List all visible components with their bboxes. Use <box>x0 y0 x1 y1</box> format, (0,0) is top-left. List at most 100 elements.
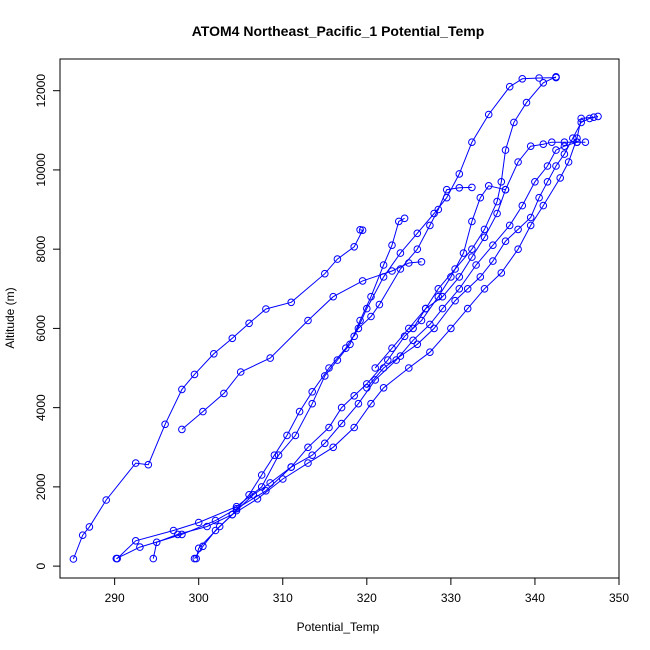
data-point <box>304 316 312 325</box>
series-8 <box>371 138 581 372</box>
data-point <box>548 138 556 146</box>
data-point <box>396 249 405 257</box>
data-point <box>413 245 422 253</box>
data-point <box>371 364 380 372</box>
data-point <box>220 389 228 398</box>
data-point <box>405 324 413 333</box>
data-point <box>131 537 140 545</box>
data-point <box>522 98 531 107</box>
data-point <box>149 554 158 563</box>
data-point <box>350 243 359 251</box>
data-point <box>321 372 329 380</box>
y-tick-label: 6000 <box>34 315 48 342</box>
data-point <box>535 74 543 82</box>
data-point <box>426 320 434 329</box>
series-4 <box>190 183 476 563</box>
data-point <box>136 543 144 551</box>
data-point <box>438 304 447 313</box>
data-point <box>295 407 304 416</box>
data-point <box>169 526 178 535</box>
data-point <box>543 162 552 170</box>
data-point <box>325 364 333 372</box>
x-tick-label: 350 <box>609 591 629 605</box>
series-line <box>72 229 364 560</box>
data-point <box>161 420 169 429</box>
data-point <box>468 138 476 146</box>
data-point <box>552 73 560 81</box>
data-point <box>236 368 245 376</box>
data-point <box>484 182 493 190</box>
data-point <box>152 538 161 547</box>
data-point <box>447 324 455 333</box>
data-point <box>468 245 476 253</box>
series-line <box>353 77 557 337</box>
y-axis: 0 2000 4000 6000 8000 10000 12000 <box>34 74 61 569</box>
data-point <box>325 423 333 432</box>
data-point <box>350 332 359 341</box>
data-point <box>228 334 237 343</box>
series-line <box>195 141 586 559</box>
data-point <box>543 178 552 186</box>
series-0 <box>69 226 367 563</box>
data-point <box>178 385 186 394</box>
data-point <box>199 542 207 551</box>
data-point <box>560 138 569 146</box>
data-point <box>476 273 485 281</box>
data-point <box>417 258 426 266</box>
series-line <box>181 261 422 430</box>
data-point <box>379 384 388 392</box>
data-point <box>426 348 434 357</box>
data-point <box>367 312 375 321</box>
data-point <box>468 183 476 192</box>
data-point <box>308 399 317 408</box>
data-point <box>85 523 94 531</box>
data-point <box>131 459 140 467</box>
data-point <box>194 544 203 553</box>
data-point <box>228 510 237 519</box>
data-point <box>232 506 241 515</box>
data-point <box>434 205 443 214</box>
data-point <box>270 451 279 460</box>
data-point <box>287 298 296 307</box>
x-tick-label: 310 <box>273 591 293 605</box>
data-point <box>257 471 266 479</box>
data-point <box>569 134 577 142</box>
data-point <box>215 522 224 531</box>
data-point <box>413 229 422 238</box>
x-axis-label: Potential_Temp <box>297 620 380 634</box>
data-point <box>476 193 485 202</box>
data-point <box>489 241 497 249</box>
data-point <box>409 324 417 333</box>
data-point <box>539 79 548 87</box>
y-tick-label: 12000 <box>34 74 48 108</box>
data-point <box>455 285 464 293</box>
x-tick-label: 320 <box>357 591 377 605</box>
data-point <box>350 423 359 432</box>
x-tick-label: 300 <box>189 591 209 605</box>
data-point <box>510 118 518 127</box>
data-point <box>497 178 506 186</box>
data-point <box>514 225 522 234</box>
data-point <box>430 209 438 218</box>
data-point <box>472 261 480 269</box>
data-point <box>455 184 464 192</box>
plot-frame <box>59 58 620 579</box>
data-point <box>564 158 573 166</box>
series-line <box>194 186 472 559</box>
data-point <box>69 555 78 563</box>
series-1 <box>178 258 426 434</box>
data-point <box>455 273 464 281</box>
data-point <box>497 269 506 277</box>
y-tick-label: 0 <box>34 562 48 569</box>
data-point <box>308 451 317 460</box>
data-point <box>356 226 364 234</box>
data-point <box>304 459 312 467</box>
data-point <box>283 431 291 440</box>
data-point <box>287 463 296 471</box>
data-point <box>577 118 586 127</box>
data-point <box>144 460 153 469</box>
data-point <box>413 340 422 349</box>
y-axis-label: Altitude (m) <box>3 287 17 348</box>
data-point <box>396 265 405 273</box>
x-tick-label: 290 <box>105 591 125 605</box>
